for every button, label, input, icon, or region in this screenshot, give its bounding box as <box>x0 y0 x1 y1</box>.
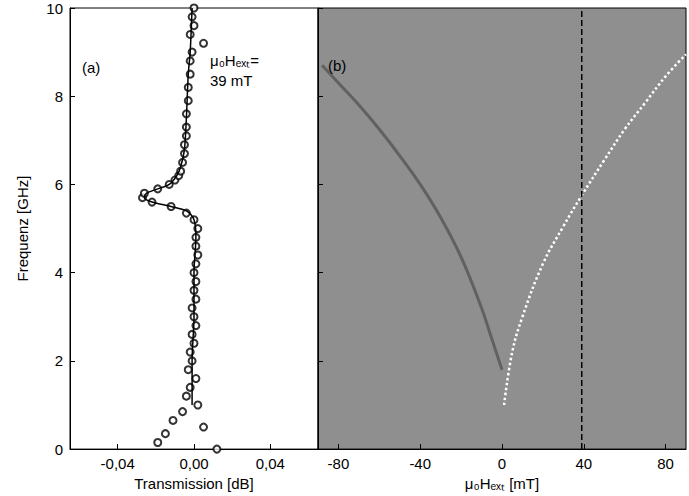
svg-text:8: 8 <box>55 88 63 105</box>
svg-text:4: 4 <box>55 264 63 281</box>
svg-text:μ₀Hₑₓₜ=: μ₀Hₑₓₜ= <box>210 52 259 69</box>
svg-text:-0,04: -0,04 <box>101 455 135 472</box>
svg-text:0,04: 0,04 <box>256 455 285 472</box>
svg-text:0,00: 0,00 <box>179 455 208 472</box>
svg-text:μ₀Hₑₓₜ [mT]: μ₀Hₑₓₜ [mT] <box>465 475 539 492</box>
svg-text:6: 6 <box>55 176 63 193</box>
svg-text:40: 40 <box>575 455 592 472</box>
svg-text:39 mT: 39 mT <box>210 72 253 89</box>
svg-text:10: 10 <box>46 0 63 17</box>
svg-text:Frequenz [GHz]: Frequenz [GHz] <box>14 176 31 282</box>
svg-text:0: 0 <box>498 455 506 472</box>
svg-text:-40: -40 <box>409 455 431 472</box>
svg-text:Transmission [dB]: Transmission [dB] <box>134 475 253 492</box>
svg-text:0: 0 <box>55 441 63 458</box>
svg-text:80: 80 <box>657 455 674 472</box>
svg-text:(a): (a) <box>82 59 100 76</box>
svg-text:(b): (b) <box>328 57 346 74</box>
svg-text:2: 2 <box>55 352 63 369</box>
svg-text:-80: -80 <box>328 455 350 472</box>
